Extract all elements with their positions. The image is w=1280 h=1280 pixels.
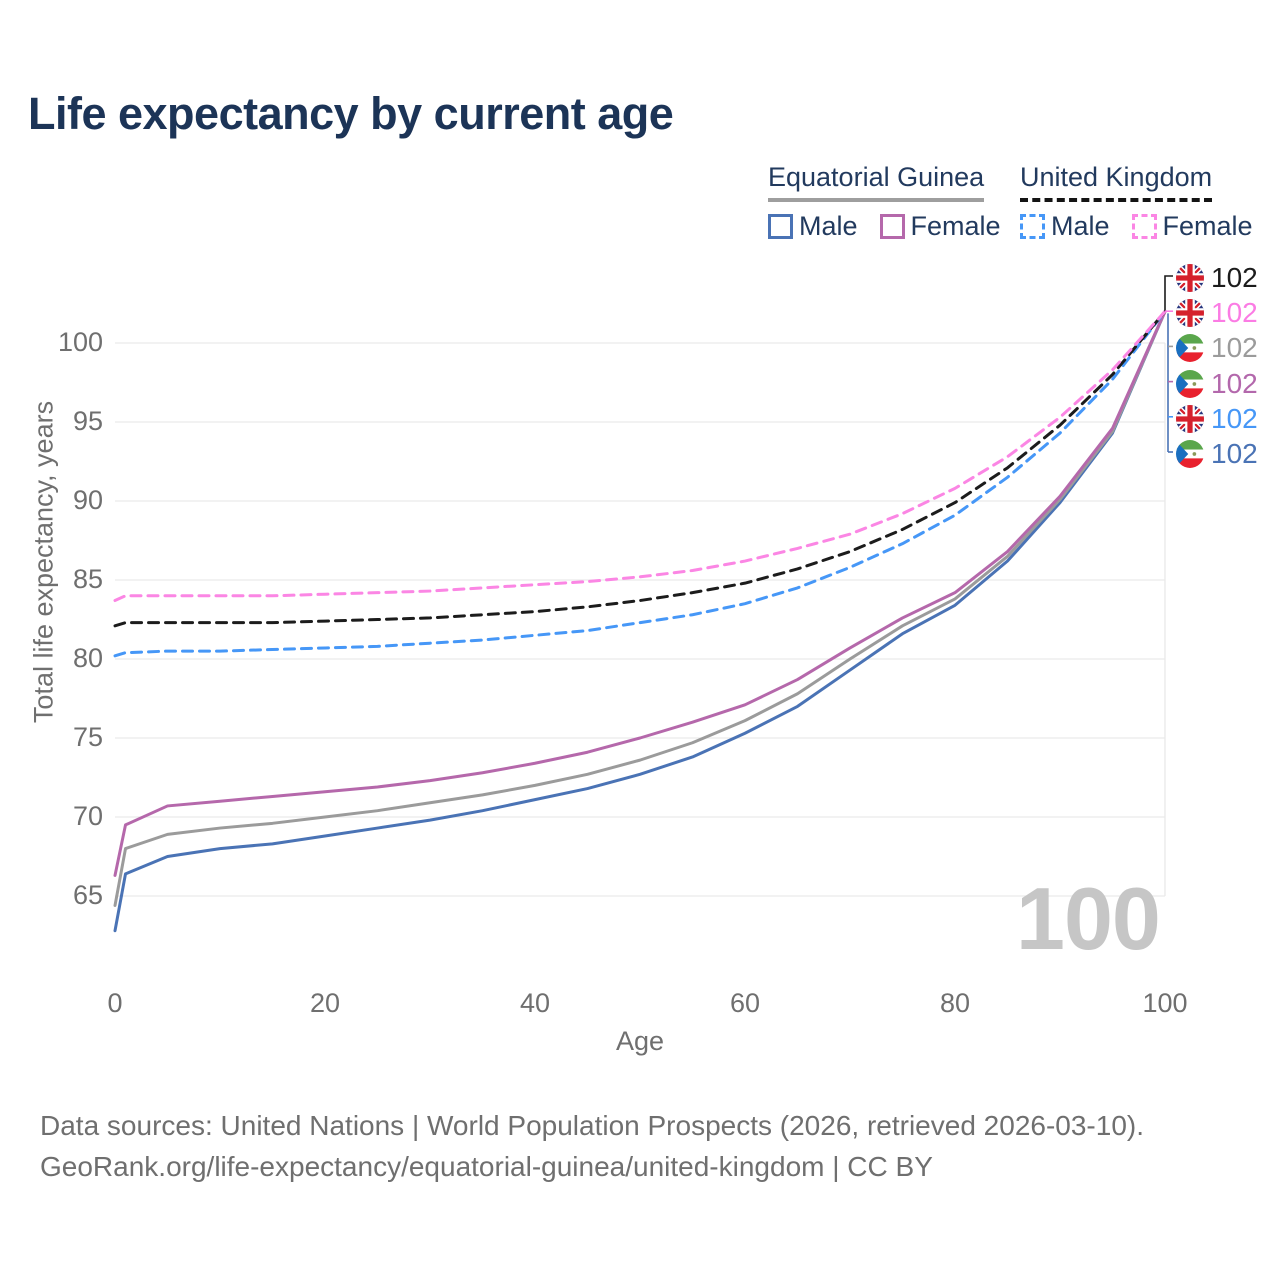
series-line-uk-female[interactable]	[113, 309, 1167, 603]
endpoint-label-row: 102	[1176, 332, 1258, 364]
y-tick-label: 70	[72, 801, 103, 831]
y-tick-label: 85	[72, 564, 103, 594]
data-sources-line: Data sources: United Nations | World Pop…	[40, 1110, 1145, 1141]
x-tick-label: 20	[309, 988, 341, 1018]
series-line-uk-total[interactable]	[113, 309, 1167, 628]
endpoint-value: 102	[1211, 367, 1258, 399]
x-axis-title: Age	[615, 1026, 665, 1056]
y-tick-label: 80	[72, 643, 103, 673]
endpoint-value: 102	[1211, 438, 1258, 469]
eg-female-swatch-icon	[879, 214, 905, 239]
y-axis-title: Total life expectancy, years	[28, 400, 59, 724]
legend-item-eg-female[interactable]: Female	[879, 211, 1001, 242]
y-tick-label: 75	[72, 722, 103, 752]
x-tick-label: 40	[519, 988, 551, 1018]
y-tick-label: 100	[57, 327, 103, 357]
endpoint-label-row: 102	[1176, 368, 1258, 400]
age-counter-watermark: 100	[1016, 869, 1161, 968]
legend-item-label: Male	[1051, 211, 1110, 241]
legend-country-united-kingdom[interactable]: United Kingdom	[1020, 162, 1213, 202]
endpoint-label-row: 102	[1176, 262, 1258, 294]
series-line-uk-male[interactable]	[113, 309, 1167, 658]
attribution-line: GeoRank.org/life-expectancy/equatorial-g…	[40, 1151, 933, 1182]
page-title: Life expectancy by current age	[28, 88, 674, 139]
endpoint-label-row: 102	[1176, 438, 1258, 470]
series-line-eg-total[interactable]	[113, 309, 1167, 907]
endpoint-value: 102	[1211, 402, 1258, 434]
x-tick-label: 60	[729, 988, 761, 1018]
y-tick-label: 90	[72, 485, 103, 515]
footer: Data sources: United Nations | World Pop…	[40, 1105, 1144, 1187]
endpoint-value: 102	[1211, 297, 1258, 329]
uk-flag-icon	[1176, 264, 1204, 292]
uk-flag-icon	[1176, 405, 1204, 433]
endpoint-connector	[1164, 275, 1173, 312]
legend-item-uk-male[interactable]: Male	[1020, 211, 1110, 242]
legend-item-label: Female	[1162, 211, 1253, 241]
y-tick-label: 65	[72, 880, 103, 910]
equatorial-guinea-flag-icon	[1176, 440, 1204, 468]
x-tick-label: 0	[107, 988, 123, 1018]
y-tick-label: 95	[72, 406, 103, 436]
legend-item-uk-female[interactable]: Female	[1131, 211, 1253, 242]
eg-male-swatch-icon	[768, 214, 793, 239]
uk-female-swatch-icon	[1131, 214, 1157, 239]
legend-item-label: Female	[910, 211, 1001, 241]
endpoint-value: 102	[1211, 262, 1258, 293]
equatorial-guinea-flag-icon	[1176, 334, 1204, 362]
endpoint-label-row: 102	[1176, 297, 1258, 329]
legend-item-label: Male	[799, 211, 858, 241]
legend-country-equatorial-guinea[interactable]: Equatorial Guinea	[768, 162, 985, 202]
series-line-eg-female[interactable]	[113, 309, 1167, 877]
legend-item-eg-male[interactable]: Male	[768, 211, 858, 242]
uk-flag-icon	[1176, 299, 1204, 327]
legend-group-equatorial-guinea: Equatorial Guinea Male Female	[768, 162, 1023, 242]
x-tick-label: 100	[1142, 988, 1188, 1018]
equatorial-guinea-flag-icon	[1176, 370, 1204, 398]
x-tick-label: 80	[939, 988, 971, 1018]
series-line-eg-male[interactable]	[113, 309, 1167, 933]
endpoint-value: 102	[1211, 332, 1258, 364]
legend-group-united-kingdom: United Kingdom Male Female	[1020, 162, 1275, 242]
endpoint-label-row: 102	[1176, 403, 1258, 435]
uk-male-swatch-icon	[1020, 214, 1045, 239]
